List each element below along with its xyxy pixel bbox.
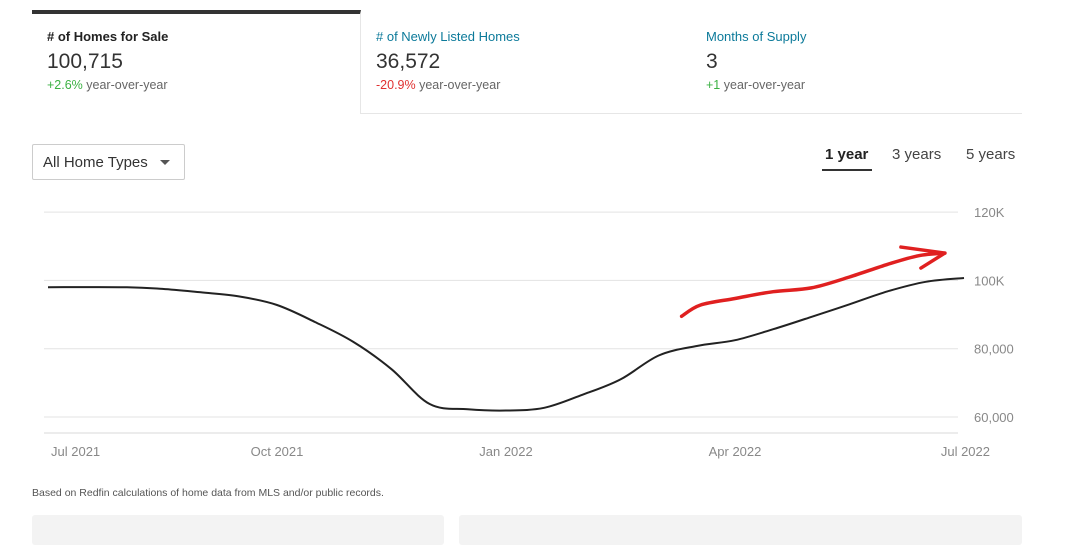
caret-down-icon [160,160,170,165]
tab-homes-for-sale[interactable]: # of Homes for Sale 100,715 +2.6% year-o… [32,10,361,114]
metric-change: -20.9% year-over-year [376,77,691,93]
metric-value: 36,572 [376,50,441,73]
y-tick-label: 60,000 [974,410,1014,425]
y-axis-ticks: 60,000 80,000 100K 120K [974,205,1014,425]
change-value: -20.9% [376,78,416,92]
change-label: year-over-year [415,78,501,92]
x-tick-label: Jul 2021 [51,444,100,459]
metric-title: # of Newly Listed Homes [376,29,520,44]
metric-title: Months of Supply [706,29,807,44]
home-type-selected: All Home Types [43,154,148,171]
metric-title: # of Homes for Sale [47,29,169,44]
annotation-arrowhead-icon [899,245,947,270]
y-tick-label: 100K [974,273,1005,288]
range-3-years[interactable]: 3 years [892,146,942,163]
y-tick-label: 120K [974,205,1005,220]
home-type-dropdown[interactable]: All Home Types [32,144,185,180]
change-value: +1 [706,78,721,92]
bottom-card-left [32,515,444,545]
annotation [679,245,947,319]
x-tick-label: Jul 2022 [941,444,990,459]
metric-value: 3 [706,50,718,73]
x-axis-ticks: Jul 2021 Oct 2021 Jan 2022 Apr 2022 Jul 2022 [51,444,990,459]
y-tick-label: 80,000 [974,342,1014,357]
change-value: +2.6% [47,78,83,92]
metric-value: 100,715 [47,50,123,73]
metric-change: +1 year-over-year [706,77,1022,93]
annotation-arrow-line [679,251,947,319]
homes-for-sale-chart: 60,000 80,000 100K 120K Jul 2021 Oct 2021 Jan… [44,205,1014,459]
change-label: year-over-year [720,78,806,92]
series-lines [47,277,965,412]
x-tick-label: Oct 2021 [251,444,304,459]
series-line [47,277,965,412]
x-tick-label: Apr 2022 [709,444,762,459]
range-1-year[interactable]: 1 year [822,146,873,171]
range-5-years[interactable]: 5 years [966,146,1016,163]
bottom-card-right [459,515,1022,545]
metric-change: +2.6% year-over-year [47,77,360,93]
change-label: year-over-year [82,78,168,92]
metric-tabs: # of Homes for Sale 100,715 +2.6% year-o… [32,10,1022,114]
grid-lines [44,211,958,434]
x-tick-label: Jan 2022 [479,444,533,459]
tab-months-of-supply[interactable]: Months of Supply 3 +1 year-over-year [691,10,1022,114]
data-source-note: Based on Redfin calculations of home dat… [32,487,384,499]
tab-newly-listed-homes[interactable]: # of Newly Listed Homes 36,572 -20.9% ye… [361,10,691,114]
